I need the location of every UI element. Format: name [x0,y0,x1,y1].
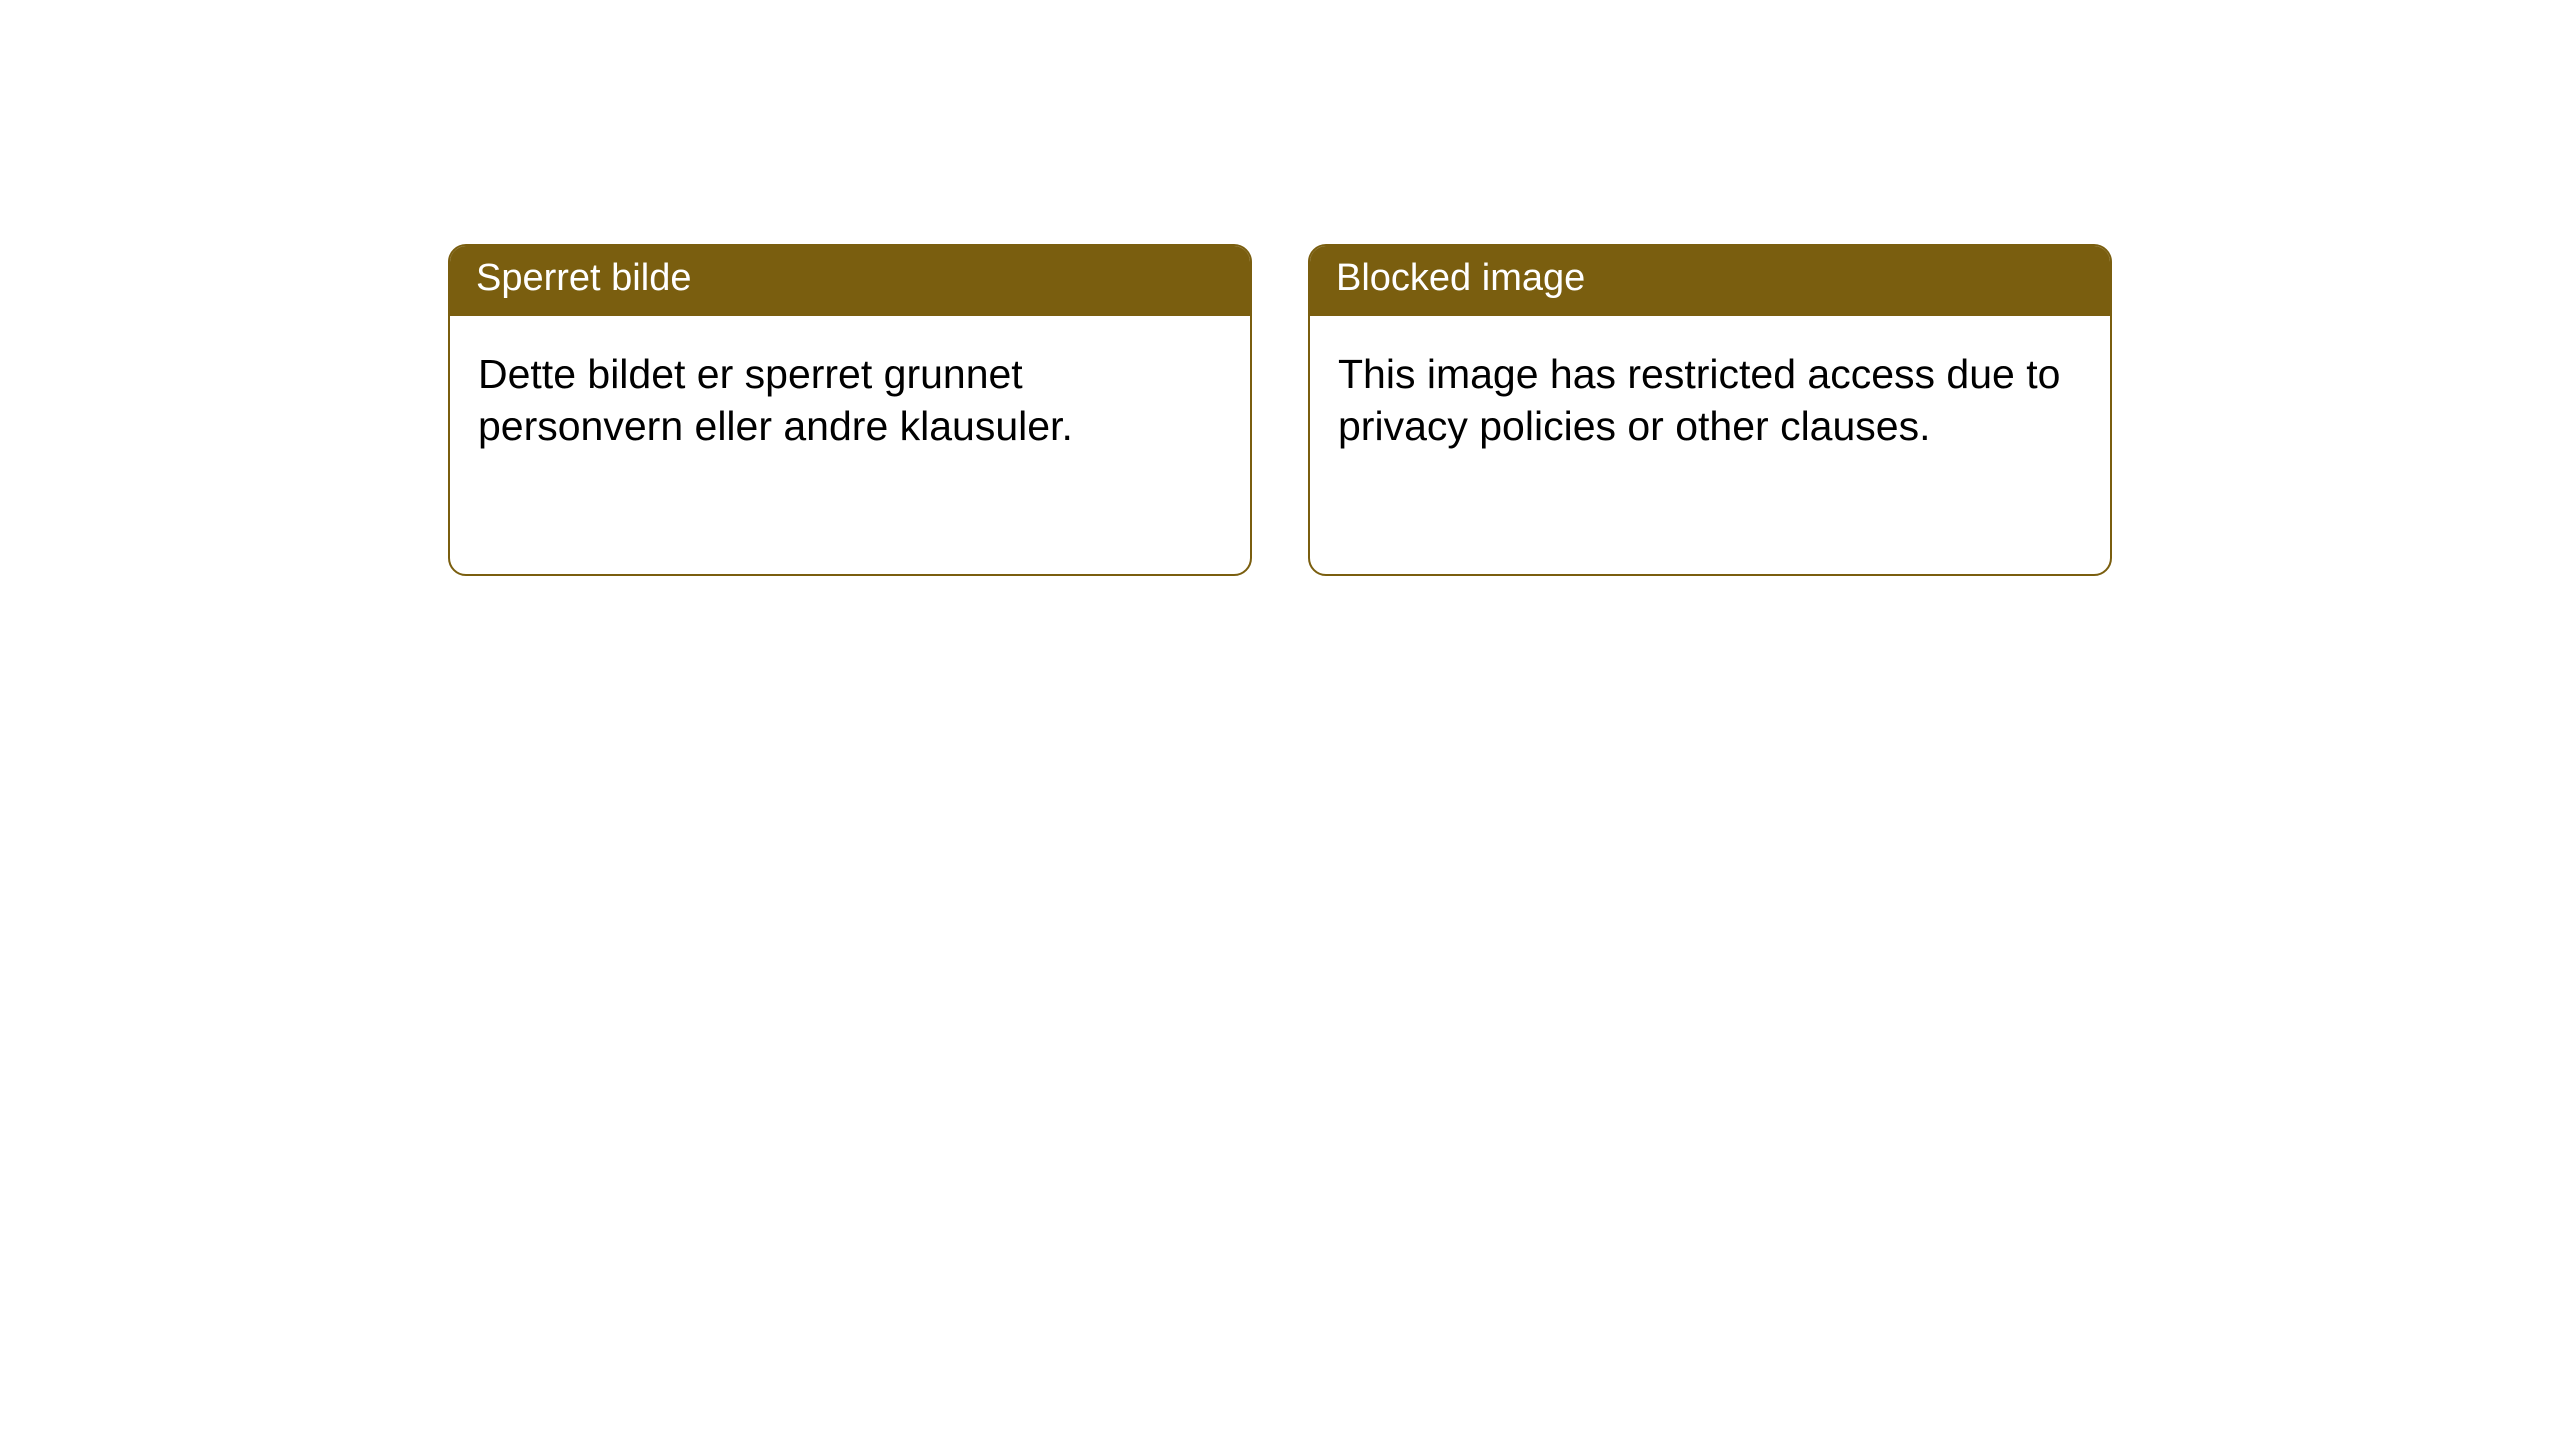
notice-cards-container: Sperret bilde Dette bildet er sperret gr… [0,0,2560,576]
card-title: Blocked image [1336,257,1585,299]
card-header: Sperret bilde [450,246,1250,316]
notice-card-english: Blocked image This image has restricted … [1308,244,2112,576]
card-header: Blocked image [1310,246,2110,316]
card-body-text: Dette bildet er sperret grunnet personve… [478,351,1073,449]
card-body: This image has restricted access due to … [1310,316,2110,480]
card-body: Dette bildet er sperret grunnet personve… [450,316,1250,480]
notice-card-norwegian: Sperret bilde Dette bildet er sperret gr… [448,244,1252,576]
card-body-text: This image has restricted access due to … [1338,351,2060,449]
card-title: Sperret bilde [476,257,691,299]
